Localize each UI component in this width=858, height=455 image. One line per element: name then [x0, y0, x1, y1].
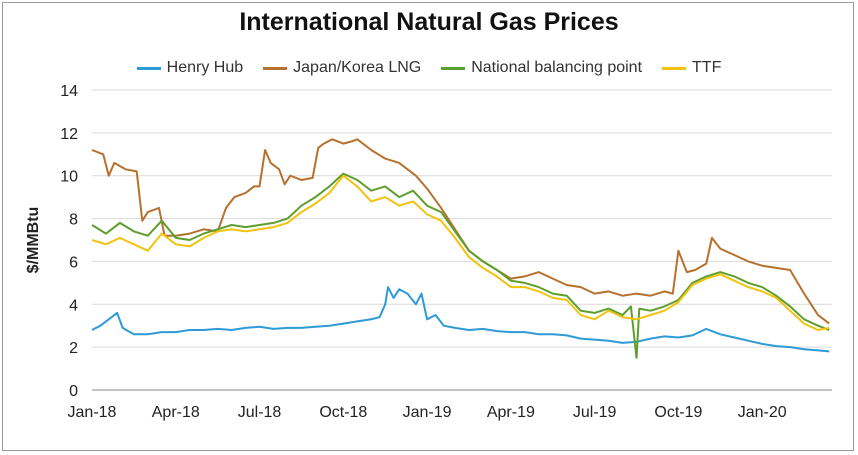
- series-line-japan-korea-lng: [91, 138, 830, 325]
- y-tick-label: 10: [60, 169, 78, 186]
- legend-label-japan-korea-lng: Japan/Korea LNG: [293, 59, 422, 76]
- x-tick-label: Apr-18: [152, 404, 200, 421]
- y-tick-label: 14: [60, 83, 78, 100]
- legend-swatch-ttf: [662, 66, 687, 70]
- x-tick-layer: Jan-18 Apr-18 Jul-18 Oct-18 Jan-19 Apr-19 Jul-…: [68, 404, 787, 421]
- legend-item-japan-korea-lng: Japan/Korea LNG: [263, 59, 421, 77]
- legend-swatch-japan-korea-lng: [263, 66, 288, 70]
- chart-legend: Henry Hub Japan/Korea LNG National balan…: [0, 59, 858, 77]
- legend-item-national-balancing-point: National balancing point: [441, 59, 642, 77]
- series-layer: [91, 138, 830, 359]
- legend-swatch-national-balancing-point: [441, 66, 466, 70]
- legend-label-ttf: TTF: [692, 59, 722, 76]
- series-line-ttf: [91, 174, 830, 331]
- y-tick-label: 4: [69, 297, 78, 314]
- y-axis-label: $/MMBtu: [25, 207, 42, 274]
- x-tick-label: Apr-19: [487, 404, 535, 421]
- legend-item-ttf: TTF: [662, 59, 721, 77]
- legend-label-henry-hub: Henry Hub: [166, 59, 244, 76]
- series-line-national-balancing-point: [91, 172, 830, 359]
- legend-label-national-balancing-point: National balancing point: [471, 59, 643, 76]
- x-tick-label: Jan-19: [403, 404, 452, 421]
- legend-swatch-henry-hub: [136, 66, 161, 70]
- legend-item-henry-hub: Henry Hub: [136, 59, 244, 77]
- chart-frame: [2, 2, 854, 451]
- chart-title: International Natural Gas Prices: [239, 8, 619, 36]
- x-tick-label: Oct-18: [319, 404, 367, 421]
- grid-layer: [92, 89, 832, 391]
- x-tick-label: Jan-20: [738, 404, 787, 421]
- y-tick-label: 6: [69, 254, 78, 271]
- y-tick-label: 8: [69, 212, 78, 229]
- y-tick-layer: 0 2 4 6 8 10 12 14: [60, 83, 78, 400]
- y-tick-label: 0: [69, 383, 78, 400]
- x-tick-label: Jan-18: [68, 404, 117, 421]
- x-tick-label: Oct-19: [654, 404, 702, 421]
- y-tick-label: 12: [60, 126, 78, 143]
- y-tick-label: 2: [69, 340, 78, 357]
- series-line-henry-hub: [91, 286, 830, 353]
- x-tick-label: Jul-18: [238, 404, 282, 421]
- x-tick-label: Jul-19: [573, 404, 617, 421]
